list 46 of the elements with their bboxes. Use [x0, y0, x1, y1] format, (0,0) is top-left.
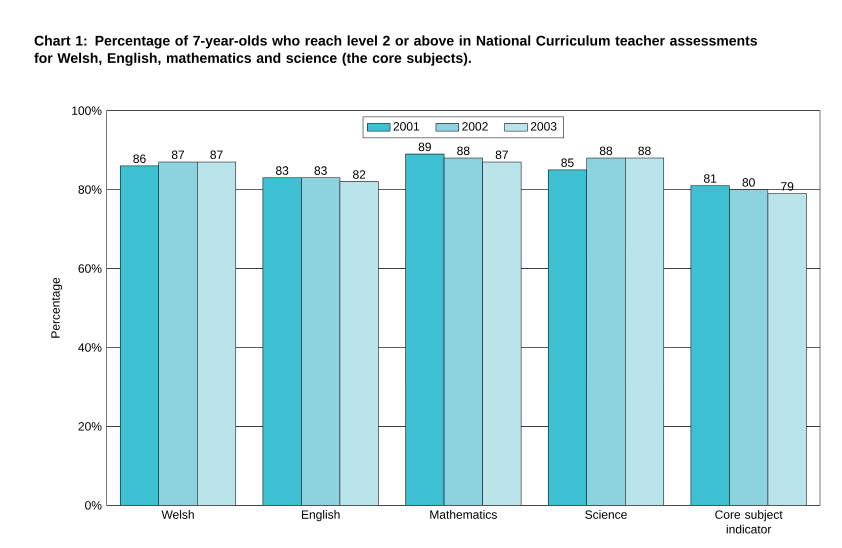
data-label: 83 — [314, 166, 327, 175]
legend-label: 2003 — [530, 122, 556, 131]
data-label: 89 — [418, 142, 431, 152]
bar — [120, 166, 159, 506]
y-tick-label: 100% — [72, 106, 102, 115]
y-tick-label: 40% — [78, 343, 102, 352]
data-label: 83 — [276, 166, 288, 175]
x-tick-label: Core subject indicator — [715, 510, 783, 534]
legend-label: 2001 — [394, 122, 420, 131]
data-label: 85 — [561, 158, 574, 167]
bar — [262, 178, 302, 506]
bar — [768, 193, 807, 506]
bar — [586, 158, 626, 506]
bar — [548, 170, 587, 506]
bar — [406, 154, 444, 506]
bar — [729, 189, 768, 506]
data-label: 87 — [172, 150, 184, 160]
y-axis-title: Percentage — [51, 278, 62, 338]
y-tick-label: 20% — [78, 422, 102, 431]
bar — [197, 162, 236, 506]
data-label: 88 — [638, 146, 651, 156]
bar — [158, 162, 198, 506]
bar — [690, 185, 730, 506]
y-tick-label: 60% — [78, 264, 102, 273]
data-label: 86 — [133, 154, 146, 163]
data-label: 87 — [496, 150, 508, 160]
data-label: 88 — [457, 146, 470, 156]
x-tick-label: Science — [585, 510, 627, 519]
data-label: 79 — [781, 182, 794, 191]
data-label: 82 — [353, 170, 366, 179]
bar — [340, 182, 378, 506]
x-tick-label: English — [302, 510, 340, 522]
chart-title: Chart 1: Percentage of 7-year-olds who reach level 2 or above in National Curriculum teacher assessments for Welsh, English, mathematics and science (the core subjects). — [34, 35, 757, 66]
legend-label: 2002 — [462, 122, 488, 131]
y-tick-label: 80% — [78, 185, 102, 194]
data-label: 80 — [742, 178, 755, 187]
x-tick-label: Welsh — [162, 510, 194, 519]
bar — [625, 158, 664, 506]
x-tick-label: Mathematics — [430, 510, 497, 519]
bar — [482, 162, 522, 506]
bar — [301, 178, 340, 506]
data-label: 81 — [704, 174, 716, 183]
y-tick-label: 0% — [85, 501, 102, 510]
bar — [444, 158, 483, 506]
data-label: 87 — [210, 150, 223, 160]
data-label: 88 — [600, 146, 612, 156]
